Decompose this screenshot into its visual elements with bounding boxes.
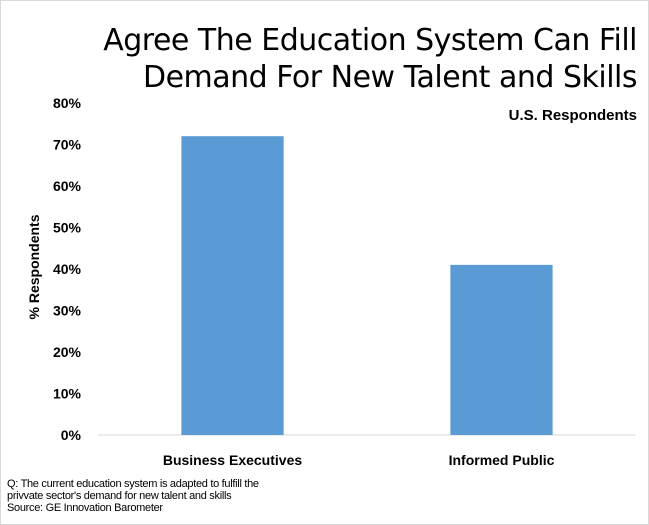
- y-tick-label: 60%: [53, 178, 82, 194]
- y-tick-label: 50%: [53, 220, 82, 236]
- y-tick-label: 20%: [53, 344, 82, 360]
- bars: [181, 136, 553, 435]
- y-axis-ticks: 0% 10% 20% 30% 40% 50% 60% 70% 80%: [53, 95, 82, 443]
- chart-title-line-2: Demand For New Talent and Skills: [142, 60, 638, 95]
- footnote-source: Source: GE Innovation Barometer: [7, 502, 163, 514]
- x-axis-labels: Business Executives Informed Public: [163, 452, 555, 468]
- chart-subtitle: U.S. Respondents: [508, 107, 637, 124]
- y-tick-label: 30%: [53, 303, 82, 319]
- y-tick-label: 0%: [61, 427, 82, 443]
- y-tick-label: 80%: [53, 95, 82, 111]
- x-tick-label: Informed Public: [449, 452, 555, 468]
- y-tick-label: 70%: [53, 137, 82, 153]
- footnote-question-line-2: privvate sector's demand for new talent …: [7, 490, 232, 502]
- chart-title-line-1: Agree The Education System Can Fill: [103, 23, 637, 58]
- y-tick-label: 10%: [53, 386, 82, 402]
- chart-title: Agree The Education System Can Fill Dema…: [17, 22, 637, 96]
- footnote-question-line-1: Q: The current education system is adapt…: [7, 478, 259, 490]
- y-tick-label: 40%: [53, 261, 82, 277]
- bar: [181, 136, 284, 435]
- x-tick-label: Business Executives: [163, 452, 303, 468]
- bar: [450, 264, 553, 435]
